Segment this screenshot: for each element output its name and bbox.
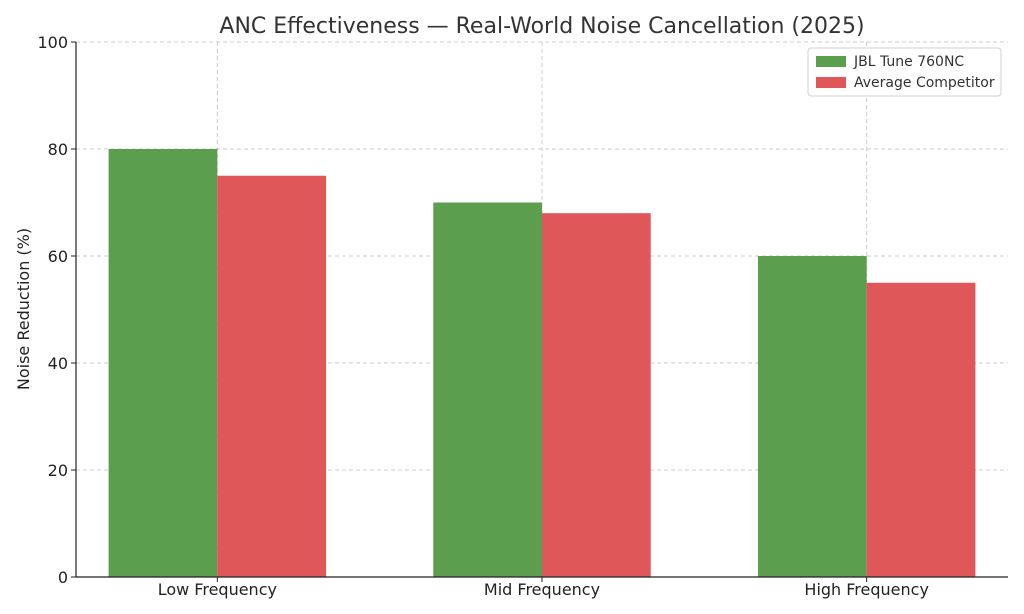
y-tick-label: 0: [58, 568, 68, 587]
bar: [542, 213, 651, 577]
y-tick-label: 20: [48, 461, 68, 480]
legend-box: [807, 47, 1002, 97]
y-tick-label: 80: [48, 140, 68, 159]
legend-swatch: [816, 56, 846, 67]
x-tick-label: High Frequency: [804, 580, 929, 599]
legend-label: Average Competitor: [854, 75, 995, 91]
x-tick-labels: Low Frequency Mid Frequency High Frequency: [158, 577, 929, 599]
legend: JBL Tune 760NC Average Competitor: [807, 47, 1002, 97]
bars: [108, 149, 976, 577]
bar: [757, 256, 867, 577]
legend-label: JBL Tune 760NC: [853, 54, 964, 70]
chart-title: ANC Effectiveness — Real-World Noise Can…: [219, 14, 864, 39]
x-tick-label: Mid Frequency: [484, 580, 600, 599]
y-tick-labels: 0 20 40 60 80 100: [37, 33, 76, 587]
bar: [433, 202, 542, 577]
bar: [108, 149, 218, 577]
y-tick-label: 100: [37, 33, 68, 52]
y-tick-label: 60: [48, 247, 68, 266]
x-tick-label: Low Frequency: [158, 580, 277, 599]
bar: [217, 175, 327, 577]
y-axis-label: Noise Reduction (%): [14, 228, 33, 390]
bar: [866, 282, 976, 577]
legend-swatch: [816, 77, 846, 88]
y-tick-label: 40: [48, 354, 68, 373]
